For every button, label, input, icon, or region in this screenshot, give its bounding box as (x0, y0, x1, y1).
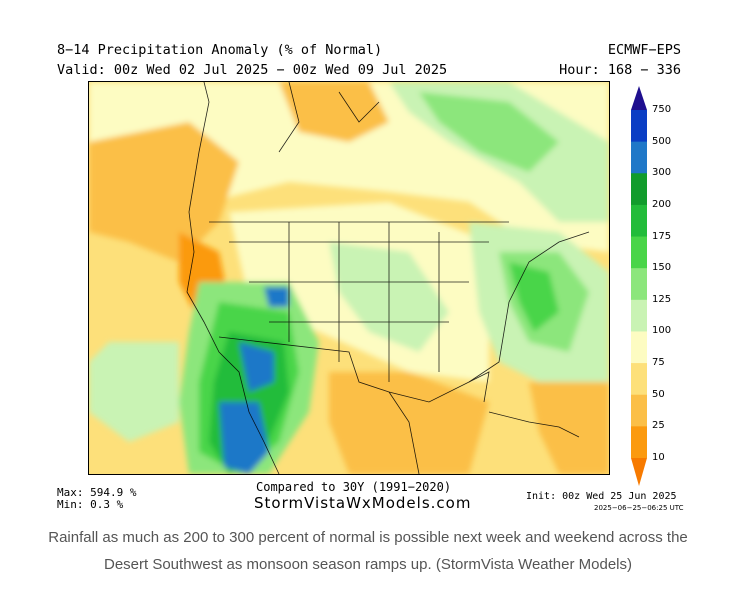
legend-label: 100 (652, 325, 672, 337)
image-caption: Rainfall as much as 200 to 300 percent o… (48, 529, 688, 573)
legend-swatch (631, 299, 647, 332)
legend-label: 150 (652, 262, 672, 274)
max-value: Max: 594.9 % (57, 486, 137, 499)
climatology-note: Compared to 30Y (1991−2020) (256, 480, 452, 494)
brand-watermark: StormVistaWxModels.com (254, 494, 472, 512)
legend-label: 25 (652, 420, 665, 432)
legend-swatch (631, 236, 647, 269)
init-time: Init: 00z Wed 25 Jun 2025 (526, 491, 677, 502)
legend-label: 75 (652, 357, 665, 369)
legend-label: 500 (652, 135, 672, 147)
legend-colorbar (631, 86, 647, 486)
legend-swatch (631, 173, 647, 206)
legend-swatch (631, 110, 647, 143)
legend-swatch (631, 426, 647, 459)
map-valid-period: Valid: 00z Wed 02 Jul 2025 − 00z Wed 09 … (57, 62, 448, 78)
map-title: 8−14 Precipitation Anomaly (% of Normal) (57, 42, 383, 58)
run-timestamp: 2025−06−25−06:25 UTC (594, 504, 684, 512)
legend-label: 10 (652, 452, 665, 463)
legend-swatch (631, 331, 647, 364)
legend-label: 125 (652, 293, 672, 305)
legend-label: 50 (652, 388, 665, 400)
legend-label: 300 (652, 167, 672, 179)
legend-arrow-top (631, 86, 647, 110)
model-name: ECMWF−EPS (607, 42, 681, 58)
legend-label: 200 (652, 198, 672, 210)
precip-anomaly-map (88, 81, 610, 475)
legend-label: 750 (652, 104, 672, 115)
legend-swatch (631, 363, 647, 396)
legend-swatch (631, 141, 647, 174)
legend-swatch (631, 394, 647, 427)
min-value: Min: 0.3 % (57, 498, 124, 511)
legend-arrow-bottom (631, 458, 647, 486)
forecast-hours: Hour: 168 − 336 (559, 62, 681, 78)
legend-swatch (631, 268, 647, 301)
legend-label: 175 (652, 230, 672, 242)
legend-swatch (631, 204, 647, 238)
